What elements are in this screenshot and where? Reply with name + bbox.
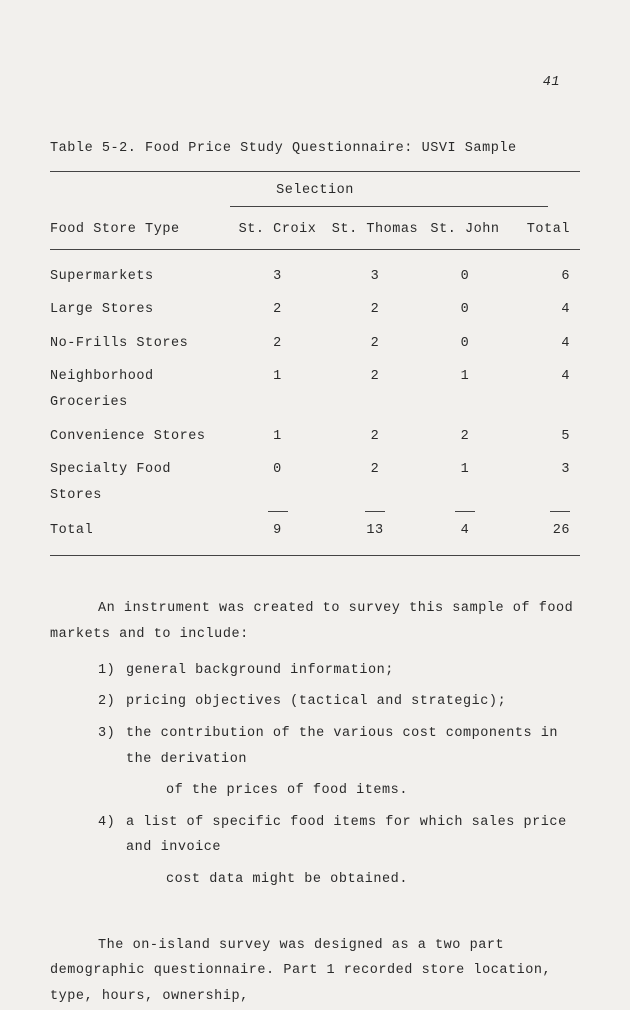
list-item-continuation: of the prices of food items. xyxy=(98,778,580,804)
list-text-sub: of the prices of food items. xyxy=(166,778,580,804)
total-c2: 13 xyxy=(325,518,425,544)
cell-tot: 4 xyxy=(505,364,580,390)
numbered-list: 1)general background information;2)prici… xyxy=(98,658,580,893)
cell-type: Convenience Stores xyxy=(50,424,230,450)
cell-c2: 2 xyxy=(325,364,425,390)
table-row: Convenience Stores1225 xyxy=(50,420,580,454)
cell-type: No-Frills Stores xyxy=(50,331,230,357)
total-tot: 26 xyxy=(505,518,580,544)
cell-c2: 3 xyxy=(325,264,425,290)
cell-type: Neighborhood Groceries xyxy=(50,364,230,415)
selection-label: Selection xyxy=(276,183,354,198)
cell-c2: 2 xyxy=(325,331,425,357)
cell-type: Large Stores xyxy=(50,297,230,323)
col-header-john: St. John xyxy=(425,217,505,243)
cell-c1: 0 xyxy=(230,457,325,483)
table-row: Specialty Food Stores0213 xyxy=(50,453,580,512)
list-item-continuation: cost data might be obtained. xyxy=(98,867,580,893)
total-label: Total xyxy=(50,518,230,544)
cell-c1: 1 xyxy=(230,424,325,450)
cell-type: Supermarkets xyxy=(50,264,230,290)
cell-c3: 1 xyxy=(425,457,505,483)
selection-header: Selection xyxy=(50,172,580,206)
list-text: pricing objectives (tactical and strateg… xyxy=(126,689,580,715)
cell-type: Specialty Food Stores xyxy=(50,457,230,508)
cell-c1: 3 xyxy=(230,264,325,290)
cell-tot: 3 xyxy=(505,457,580,483)
cell-c1: 2 xyxy=(230,297,325,323)
cell-tot: 4 xyxy=(505,297,580,323)
paragraph-2: The on-island survey was designed as a t… xyxy=(50,933,580,1010)
col-header-croix: St. Croix xyxy=(230,217,325,243)
table-caption: Table 5-2. Food Price Study Questionnair… xyxy=(50,136,580,162)
cell-c2: 2 xyxy=(325,457,425,483)
cell-c2: 2 xyxy=(325,424,425,450)
list-number: 3) xyxy=(98,721,126,772)
col-header-thomas: St. Thomas xyxy=(325,217,425,243)
list-text: a list of specific food items for which … xyxy=(126,810,580,861)
list-text: general background information; xyxy=(126,658,580,684)
cell-c3: 0 xyxy=(425,297,505,323)
cell-c3: 0 xyxy=(425,331,505,357)
cell-tot: 6 xyxy=(505,264,580,290)
col-header-type: Food Store Type xyxy=(50,217,230,243)
total-c1: 9 xyxy=(230,518,325,544)
list-item: 4)a list of specific food items for whic… xyxy=(98,810,580,861)
col-header-total: Total xyxy=(505,217,580,243)
list-item: 3)the contribution of the various cost c… xyxy=(98,721,580,772)
cell-c1: 1 xyxy=(230,364,325,390)
table-row: Supermarkets3306 xyxy=(50,260,580,294)
list-number: 2) xyxy=(98,689,126,715)
cell-c3: 2 xyxy=(425,424,505,450)
list-item: 2)pricing objectives (tactical and strat… xyxy=(98,689,580,715)
column-headers: Food Store Type St. Croix St. Thomas St.… xyxy=(50,207,580,249)
table-rule-bottom xyxy=(50,555,580,556)
list-text: the contribution of the various cost com… xyxy=(126,721,580,772)
list-number: 1) xyxy=(98,658,126,684)
total-row: Total 9 13 4 26 xyxy=(50,514,580,548)
cell-c2: 2 xyxy=(325,297,425,323)
table-row: No-Frills Stores2204 xyxy=(50,327,580,361)
cell-tot: 5 xyxy=(505,424,580,450)
list-item: 1)general background information; xyxy=(98,658,580,684)
cell-c3: 0 xyxy=(425,264,505,290)
cell-c3: 1 xyxy=(425,364,505,390)
page-number: 41 xyxy=(50,70,580,96)
table-row: Large Stores2204 xyxy=(50,293,580,327)
cell-c1: 2 xyxy=(230,331,325,357)
subtotal-rule xyxy=(50,511,580,512)
total-c3: 4 xyxy=(425,518,505,544)
list-text-sub: cost data might be obtained. xyxy=(166,867,580,893)
paragraph-1: An instrument was created to survey this… xyxy=(50,596,580,647)
cell-tot: 4 xyxy=(505,331,580,357)
data-table: Selection Food Store Type St. Croix St. … xyxy=(50,171,580,556)
list-number: 4) xyxy=(98,810,126,861)
table-row: Neighborhood Groceries1214 xyxy=(50,360,580,419)
